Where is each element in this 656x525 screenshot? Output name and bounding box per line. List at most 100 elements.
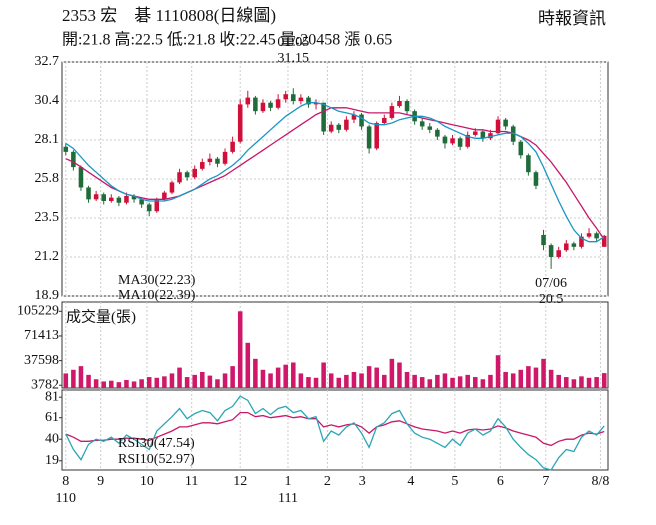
- y-tick-label: 61: [45, 410, 59, 425]
- candle-body: [382, 117, 387, 124]
- volume-bar: [518, 369, 524, 388]
- volume-bar: [533, 367, 539, 388]
- volume-bar: [351, 371, 357, 388]
- volume-bar: [71, 369, 76, 388]
- volume-bar: [109, 380, 114, 388]
- year-label: 111: [278, 491, 298, 506]
- panel-frame: [61, 301, 609, 389]
- candle-body: [579, 236, 584, 247]
- volume-bar: [207, 375, 213, 388]
- candle-body: [435, 129, 440, 137]
- candle-body: [260, 102, 266, 112]
- candle-body: [366, 126, 372, 149]
- volume-bar: [260, 369, 266, 388]
- volume-bar: [457, 376, 463, 388]
- volume-bar: [169, 373, 175, 388]
- y-tick-label: 28.1: [35, 132, 60, 147]
- volume-bar: [306, 377, 311, 388]
- x-tick-label: 12: [233, 474, 247, 489]
- panel-frame: [61, 389, 609, 471]
- candle-body: [245, 97, 251, 105]
- candle-body: [253, 97, 258, 112]
- volume-bar: [382, 374, 387, 388]
- candle-body: [93, 194, 99, 200]
- candle-body: [442, 136, 448, 144]
- chart-title: 2353 宏 碁 1110808(日線圖): [62, 6, 276, 25]
- annotation: 20.5: [539, 292, 564, 307]
- candle-body: [397, 101, 402, 107]
- y-tick-label: 37598: [24, 353, 59, 368]
- candle-body: [503, 119, 508, 127]
- x-tick-label: 7: [542, 474, 549, 489]
- volume-bar: [116, 382, 122, 388]
- candle-body: [131, 195, 137, 200]
- x-tick-label: 1: [284, 474, 291, 489]
- candle-body: [139, 199, 144, 205]
- candle-body: [473, 131, 478, 135]
- candle-body: [109, 197, 114, 202]
- candle-body: [594, 233, 599, 239]
- volume-bar: [344, 374, 349, 388]
- y-tick-label: 23.5: [35, 210, 60, 225]
- volume-bar: [374, 367, 379, 388]
- volume-bar: [419, 377, 425, 388]
- volume-bar: [366, 366, 372, 388]
- volume-bar: [291, 362, 296, 388]
- candle-body: [450, 138, 455, 144]
- volume-bar: [184, 377, 190, 388]
- volume-bar: [275, 367, 281, 388]
- volume-bar: [579, 376, 584, 388]
- x-tick-label: 5: [451, 474, 458, 489]
- candle-body: [222, 151, 228, 164]
- x-tick-label: 3: [359, 474, 366, 489]
- candle-body: [200, 162, 205, 169]
- legend-entry: MA30(22.23): [118, 273, 196, 288]
- candle-body: [541, 234, 546, 246]
- volume-bar: [586, 377, 592, 388]
- volume-bar: [139, 379, 144, 388]
- candle-body: [184, 172, 190, 178]
- legend-entry: MA10(22.39): [118, 288, 196, 303]
- candle-body: [548, 245, 554, 257]
- candle-body: [124, 195, 129, 203]
- candle-body: [78, 167, 84, 188]
- candle-body: [488, 133, 493, 139]
- candle-body: [306, 97, 311, 105]
- volume-bar: [397, 362, 402, 388]
- candle-body: [359, 114, 364, 127]
- y-tick-label: 25.8: [35, 171, 60, 186]
- volume-bar: [146, 377, 152, 388]
- candle-body: [230, 141, 235, 152]
- volume-bar: [93, 379, 99, 388]
- candle-body: [564, 243, 569, 251]
- candle-body: [344, 119, 349, 130]
- volume-bar: [313, 377, 319, 388]
- candle-body: [480, 131, 486, 139]
- y-tick-label: 21.2: [35, 249, 60, 264]
- candle-body: [510, 126, 516, 142]
- y-tick-label: 18.9: [35, 288, 60, 303]
- candle-body: [328, 124, 334, 132]
- volume-bar: [283, 364, 288, 388]
- year-label: 110: [56, 491, 76, 506]
- volume-bar: [336, 377, 342, 388]
- volume-bar: [450, 377, 455, 388]
- candle-body: [116, 197, 122, 203]
- volume-bar: [556, 374, 561, 388]
- volume-bar: [124, 379, 129, 388]
- y-tick-label: 105229: [17, 304, 59, 319]
- series-line: [65, 411, 605, 447]
- y-tick-label: 40: [45, 431, 59, 446]
- volume-bar: [237, 311, 243, 388]
- volume-bar: [359, 373, 364, 388]
- y-tick-label: 32.7: [35, 54, 60, 69]
- volume-bar: [480, 379, 486, 388]
- candle-body: [291, 94, 296, 101]
- price-info: 開:21.8 高:22.5 低:21.8 收:22.45 量:20458 漲 0…: [62, 31, 392, 49]
- candle-body: [533, 172, 539, 186]
- volume-bar: [253, 358, 258, 388]
- candle-body: [169, 182, 175, 193]
- candle-body: [268, 102, 273, 108]
- candle-body: [192, 168, 197, 178]
